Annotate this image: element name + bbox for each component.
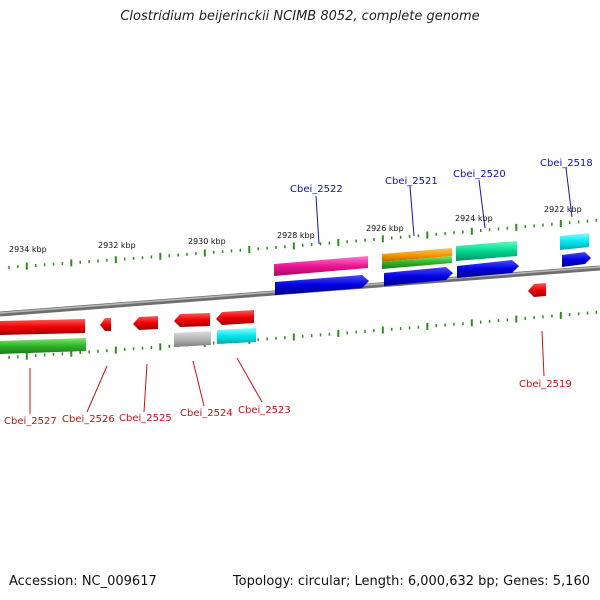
leader-line xyxy=(409,185,415,237)
gene-label-cbei-2518[interactable]: Cbei_2518 xyxy=(540,158,593,169)
gene-cbei-2524[interactable] xyxy=(174,313,211,347)
gene-cbei-2527[interactable] xyxy=(0,319,86,354)
leader-line xyxy=(236,357,263,403)
tick-marks-bottom xyxy=(8,310,598,360)
kbp-label: 2932 kbp xyxy=(98,241,136,250)
leader-line xyxy=(143,363,148,413)
leader-line xyxy=(315,195,320,245)
kbp-label: 2930 kbp xyxy=(188,237,226,246)
gene-cbei-2519[interactable] xyxy=(528,283,546,297)
tick-marks-top xyxy=(8,218,598,270)
leader-line xyxy=(478,179,486,229)
gene-label-cbei-2520[interactable]: Cbei_2520 xyxy=(453,169,506,180)
kbp-label: 2928 kbp xyxy=(277,231,315,240)
gene-label-cbei-2519[interactable]: Cbei_2519 xyxy=(519,379,572,390)
gene-cbei-2525[interactable] xyxy=(133,316,158,330)
gene-label-cbei-2525[interactable]: Cbei_2525 xyxy=(119,413,172,424)
kbp-label: 2934 kbp xyxy=(9,245,47,254)
gene-label-cbei-2523[interactable]: Cbei_2523 xyxy=(238,405,291,416)
leader-line xyxy=(541,330,545,377)
gene-label-cbei-2521[interactable]: Cbei_2521 xyxy=(385,176,438,187)
kbp-label: 2924 kbp xyxy=(455,214,493,223)
leader-line xyxy=(86,365,108,413)
gene-label-cbei-2524[interactable]: Cbei_2524 xyxy=(180,408,233,419)
gene-label-cbei-2522[interactable]: Cbei_2522 xyxy=(290,184,343,195)
gene-cbei-2523[interactable] xyxy=(216,310,256,344)
gene-cbei-2518[interactable] xyxy=(560,233,591,267)
kbp-label: 2922 kbp xyxy=(544,205,582,214)
accession-text: Accession: NC_009617 xyxy=(9,574,157,589)
leader-line xyxy=(192,360,205,407)
gene-cbei-2522[interactable] xyxy=(274,256,369,295)
leader-line xyxy=(565,167,573,218)
map-title: Clostridium beijerinckii NCIMB 8052, com… xyxy=(120,9,480,24)
gene-label-cbei-2527[interactable]: Cbei_2527 xyxy=(4,416,57,427)
gene-cbei-2526[interactable] xyxy=(100,318,111,331)
gene-cbei-2520[interactable] xyxy=(456,241,519,278)
genome-summary: Topology: circular; Length: 6,000,632 bp… xyxy=(232,574,590,589)
kbp-label: 2926 kbp xyxy=(366,224,404,233)
gene-cbei-2521[interactable] xyxy=(382,248,453,286)
gene-label-cbei-2526[interactable]: Cbei_2526 xyxy=(62,414,115,425)
